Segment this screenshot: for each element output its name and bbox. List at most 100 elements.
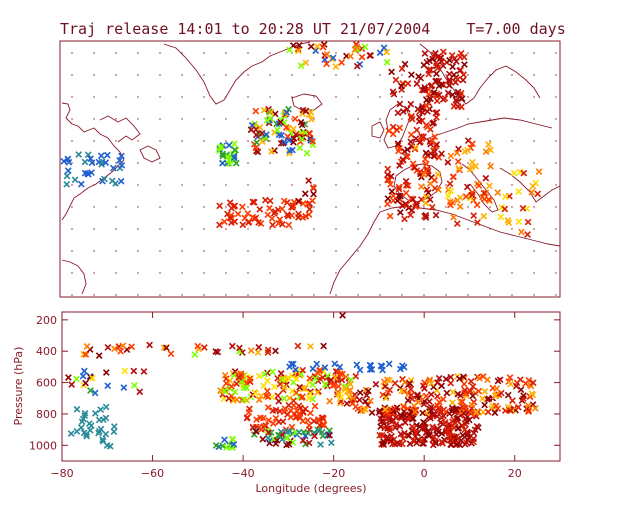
map-point-newfoundland-cluster bbox=[88, 159, 96, 167]
pressure-point-europe-low bbox=[377, 423, 384, 430]
pressure-point-europe-low bbox=[454, 425, 462, 432]
pressure-point-europe-low bbox=[422, 424, 429, 431]
pressure-point-atlantic-mid bbox=[333, 376, 341, 384]
pressure-point-atlantic-mid bbox=[240, 396, 248, 403]
pressure-point-europe-mid bbox=[407, 376, 415, 384]
grid-dot bbox=[225, 96, 227, 98]
map-point-mediterranean-cluster bbox=[510, 169, 518, 177]
map-point-west-cluster bbox=[218, 143, 225, 150]
pressure-point-europe-low bbox=[418, 437, 426, 444]
pressure-point-subtropical-plume bbox=[264, 404, 272, 411]
pressure-point-europe-low bbox=[384, 414, 391, 422]
grid-dot bbox=[269, 140, 271, 142]
pressure-point-blue-band bbox=[289, 360, 297, 368]
pressure-point-europe-mid bbox=[529, 379, 537, 387]
pressure-point-europe-mid bbox=[489, 384, 497, 392]
map-point-mid-atlantic-scatter bbox=[306, 200, 313, 207]
pressure-point-west-mid bbox=[86, 373, 94, 380]
pressure-point-europe-mid bbox=[454, 373, 461, 380]
map-point-iberia-cluster bbox=[407, 211, 414, 219]
map-point-subtropical-plume bbox=[257, 220, 265, 227]
grid-dot bbox=[137, 162, 139, 164]
map-point-scandinavia-cluster bbox=[421, 50, 429, 57]
grid-dot bbox=[225, 272, 227, 274]
pressure-point-subtropical-plume bbox=[319, 414, 327, 422]
grid-dot bbox=[445, 96, 447, 98]
map-point-scandinavia-cluster bbox=[425, 66, 433, 73]
map-point-north-atlantic-arc bbox=[252, 107, 260, 115]
pressure-point-europe-mid bbox=[526, 393, 534, 400]
pressure-point-europe-low bbox=[425, 427, 432, 435]
grid-dot bbox=[313, 272, 315, 274]
pressure-point-atlantic-low bbox=[300, 428, 307, 436]
grid-dot bbox=[115, 294, 117, 296]
pressure-point-europe-mid bbox=[525, 408, 532, 416]
pressure-point-blue-band bbox=[309, 365, 317, 373]
map-point-iberia-cluster bbox=[418, 173, 425, 181]
pressure-point-europe-low bbox=[432, 431, 440, 438]
grid-dot bbox=[357, 184, 359, 186]
pressure-point-europe-mid bbox=[400, 388, 408, 395]
grid-dot bbox=[357, 162, 359, 164]
pressure-point-subtropical-plume bbox=[281, 405, 289, 412]
map-point-subtropical-plume bbox=[284, 212, 292, 220]
pressure-point-atlantic-low bbox=[264, 427, 271, 434]
map-point-iberia-cluster bbox=[415, 113, 423, 121]
map-point-scandinavia-cluster bbox=[420, 86, 428, 94]
map-point-iberia-cluster bbox=[425, 86, 433, 93]
pressure-point-subtropical-plume bbox=[295, 402, 303, 410]
pressure-point-teal-column bbox=[100, 416, 107, 424]
pressure-point-europe-mid bbox=[525, 407, 533, 414]
grid-dot bbox=[71, 96, 73, 98]
grid-dot bbox=[335, 250, 337, 252]
pressure-point-europe-low bbox=[382, 410, 390, 418]
pressure-point-atlantic-mid bbox=[226, 377, 234, 385]
grid-dot bbox=[357, 272, 359, 274]
pressure-point-europe-low bbox=[450, 424, 458, 432]
map-point-iberia-cluster bbox=[399, 108, 407, 115]
map-point-scandinavia-cluster bbox=[423, 96, 430, 104]
pressure-point-europe-low bbox=[465, 408, 473, 416]
pressure-point-europe-low bbox=[451, 436, 459, 443]
grid-dot bbox=[401, 96, 403, 98]
map-point-scandinavia-cluster bbox=[432, 49, 439, 57]
pressure-point-europe-mid bbox=[334, 388, 342, 396]
map-point-mediterranean-cluster bbox=[450, 173, 457, 181]
pressure-point-teal-column bbox=[81, 412, 89, 419]
pressure-point-teal-column bbox=[87, 422, 95, 429]
map-point-mediterranean-cluster bbox=[520, 169, 528, 177]
map-point-north-atlantic-arc bbox=[277, 139, 285, 147]
pressure-point-atlantic-mid bbox=[334, 368, 342, 376]
pressure-point-atlantic-mid bbox=[337, 393, 345, 401]
pressure-point-atlantic-mid bbox=[347, 380, 354, 388]
coast-north-america bbox=[61, 102, 125, 221]
y-tick-label: 1000 bbox=[29, 439, 57, 452]
pressure-point-atlantic-low bbox=[250, 431, 258, 438]
pressure-point-europe-mid bbox=[525, 402, 532, 409]
pressure-point-europe-mid bbox=[497, 389, 505, 397]
pressure-point-europe-low bbox=[408, 409, 415, 417]
pressure-point-atlantic-low bbox=[275, 431, 283, 439]
grid-dot bbox=[423, 294, 425, 296]
map-point-north-atlantic-arc bbox=[263, 131, 270, 138]
pressure-point-upper-band bbox=[272, 347, 279, 355]
grid-dot bbox=[555, 52, 557, 54]
map-point-europe-south-cluster bbox=[449, 173, 457, 181]
grid-dot bbox=[489, 96, 491, 98]
map-point-north-atlantic-arc bbox=[307, 137, 315, 144]
pressure-point-atlantic-low bbox=[282, 434, 290, 441]
pressure-point-europe-mid bbox=[512, 406, 519, 414]
pressure-point-europe-low bbox=[380, 408, 388, 416]
pressure-point-europe-low bbox=[408, 415, 416, 423]
map-point-west-cluster bbox=[227, 153, 235, 160]
pressure-point-upper-band bbox=[264, 349, 272, 356]
pressure-point-europe-low bbox=[429, 441, 437, 449]
pressure-point-europe-mid bbox=[460, 380, 468, 388]
grid-dot bbox=[533, 118, 535, 120]
map-point-north-atlantic-arc bbox=[254, 148, 262, 156]
pressure-point-europe-low bbox=[376, 431, 384, 439]
map-point-northern-band bbox=[295, 41, 303, 49]
grid-dot bbox=[93, 162, 95, 164]
map-point-west-cluster bbox=[225, 141, 233, 149]
map-point-iberia-cluster bbox=[415, 117, 423, 125]
